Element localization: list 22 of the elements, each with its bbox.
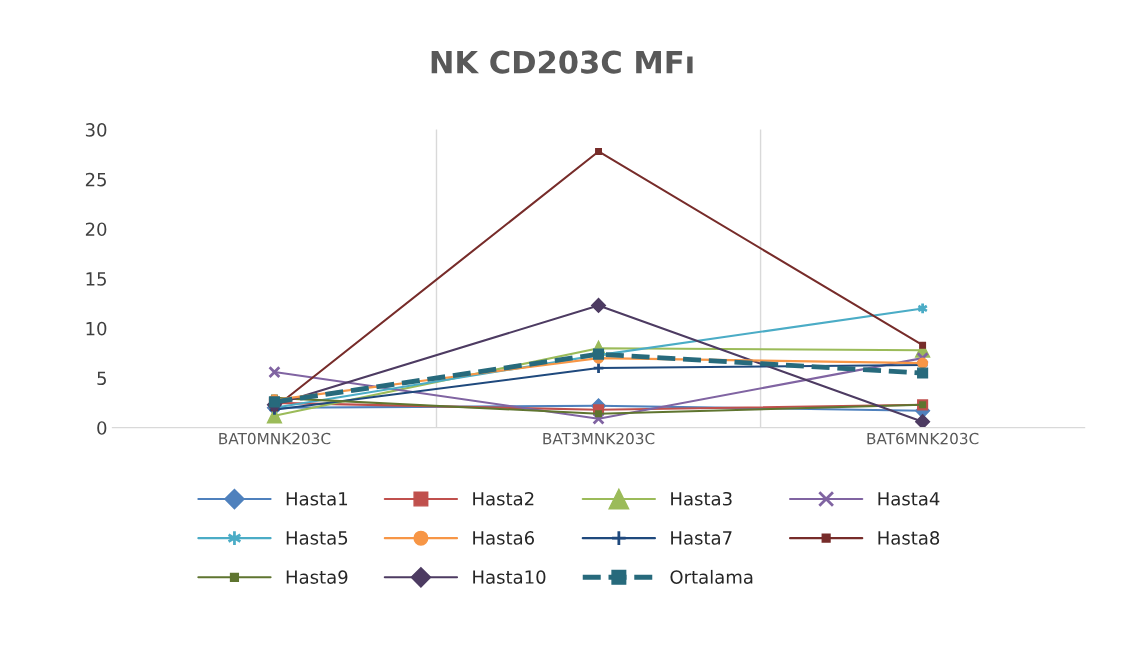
legend-label: Hasta2 — [473, 491, 534, 506]
x-tick-label: BAT0MNK203C — [219, 432, 331, 445]
legend-label: Hasta9 — [286, 570, 348, 584]
y-tick-label: 30 — [85, 123, 107, 137]
y-tick-label: 25 — [85, 172, 106, 187]
y-tick-label: 15 — [86, 272, 106, 286]
legend-label: Hasta1 — [286, 492, 348, 506]
legend-label: Hasta5 — [286, 531, 348, 545]
legend-label: Hasta8 — [878, 531, 940, 545]
legend-label: Hasta6 — [473, 531, 535, 545]
legend-label: Hasta3 — [671, 491, 732, 506]
y-tick-label: 10 — [86, 321, 107, 336]
x-tick-label: BAT6MNK203C — [867, 432, 979, 445]
legend-label: Ortalama — [670, 569, 753, 584]
legend-label: Hasta4 — [878, 492, 940, 506]
y-tick-label: 20 — [85, 222, 107, 237]
chart-title: NK CD203C MFı — [431, 50, 693, 74]
y-tick-label: 0 — [97, 421, 107, 435]
x-tick-label: BAT3MNK203C — [543, 432, 655, 445]
y-tick-label: 5 — [97, 371, 106, 386]
legend-label: Hasta7 — [671, 531, 732, 545]
legend-label: Hasta10 — [473, 570, 546, 584]
